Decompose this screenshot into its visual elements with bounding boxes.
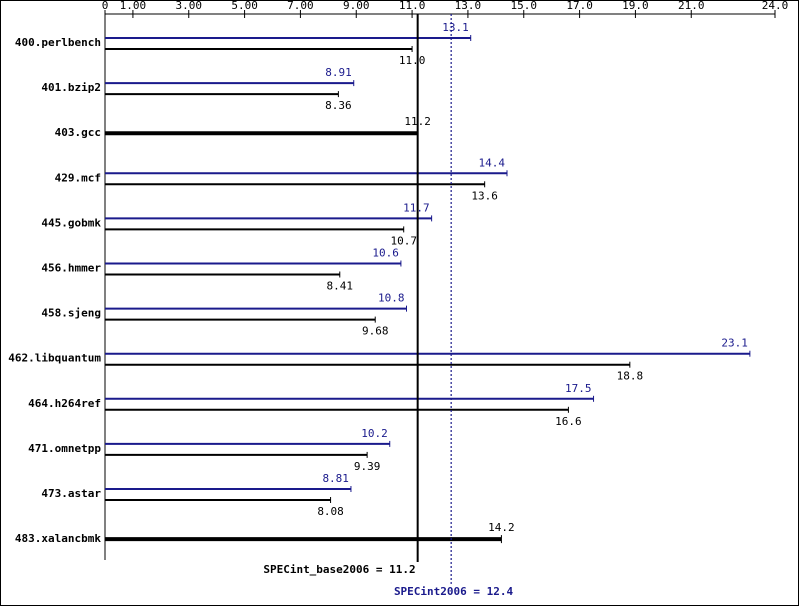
value-label: 10.7 bbox=[390, 234, 417, 247]
value-label: 9.39 bbox=[354, 460, 381, 473]
x-tick-label: 3.00 bbox=[176, 0, 203, 12]
value-label: 23.1 bbox=[721, 337, 748, 350]
category-label: 401.bzip2 bbox=[41, 81, 101, 94]
x-tick-label: 11.0 bbox=[399, 0, 426, 12]
value-label: 9.68 bbox=[362, 325, 389, 338]
category-label: 462.libquantum bbox=[8, 352, 101, 365]
value-label: 8.08 bbox=[317, 505, 344, 518]
value-label: 10.2 bbox=[361, 427, 388, 440]
x-tick-label: 19.0 bbox=[622, 0, 649, 12]
reference-label: SPECint_base2006 = 11.2 bbox=[263, 563, 415, 576]
x-tick-label: 0 bbox=[102, 0, 109, 12]
value-label: 16.6 bbox=[555, 415, 582, 428]
x-tick-label: 24.0 bbox=[762, 0, 789, 12]
value-label: 11.7 bbox=[403, 201, 430, 214]
x-tick-label: 13.0 bbox=[455, 0, 482, 12]
value-label: 8.91 bbox=[325, 66, 352, 79]
reference-label: SPECint2006 = 12.4 bbox=[394, 585, 514, 598]
x-tick-label: 5.00 bbox=[231, 0, 258, 12]
category-label: 403.gcc bbox=[55, 126, 101, 139]
x-tick-label: 7.00 bbox=[287, 0, 314, 12]
x-tick-label: 1.00 bbox=[120, 0, 147, 12]
category-label: 473.astar bbox=[41, 487, 101, 500]
x-tick-label: 21.0 bbox=[678, 0, 705, 12]
category-label: 464.h264ref bbox=[28, 397, 101, 410]
x-tick-label: 15.0 bbox=[511, 0, 538, 12]
category-label: 456.hmmer bbox=[41, 262, 101, 275]
category-label: 458.sjeng bbox=[41, 307, 101, 320]
value-label: 13.6 bbox=[471, 189, 498, 202]
value-label: 13.1 bbox=[442, 21, 469, 34]
category-label: 471.omnetpp bbox=[28, 442, 101, 455]
value-label: 17.5 bbox=[565, 382, 592, 395]
value-label: 8.41 bbox=[327, 280, 354, 293]
value-label: 14.2 bbox=[488, 521, 515, 534]
category-label: 400.perlbench bbox=[15, 36, 101, 49]
x-tick-label: 9.00 bbox=[343, 0, 370, 12]
value-label: 10.6 bbox=[372, 247, 399, 260]
value-label: 10.8 bbox=[378, 292, 405, 305]
category-label: 429.mcf bbox=[55, 171, 101, 184]
category-label: 483.xalancbmk bbox=[15, 532, 101, 545]
value-label: 18.8 bbox=[617, 370, 644, 383]
category-label: 445.gobmk bbox=[41, 216, 101, 229]
x-tick-label: 17.0 bbox=[566, 0, 593, 12]
value-label: 14.4 bbox=[479, 156, 506, 169]
value-label: 8.81 bbox=[322, 472, 349, 485]
value-label: 8.36 bbox=[325, 99, 352, 112]
value-label: 11.0 bbox=[399, 54, 426, 67]
